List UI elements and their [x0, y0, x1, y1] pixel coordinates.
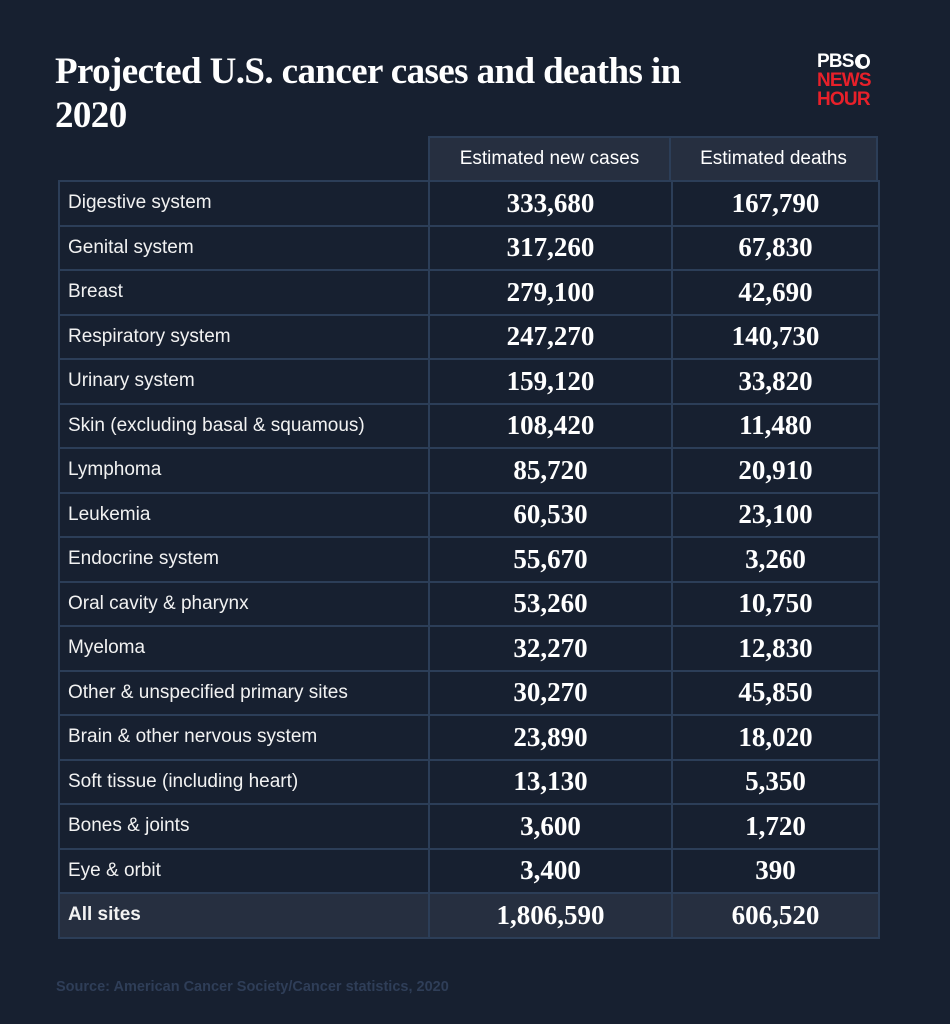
row-site-label: Genital system — [58, 224, 430, 271]
row-new-cases: 317,260 — [428, 224, 673, 271]
row-deaths: 11,480 — [671, 402, 880, 449]
table-row: Myeloma 32,270 12,830 — [58, 625, 880, 672]
table-row: Soft tissue (including heart) 13,130 5,350 — [58, 758, 880, 805]
table-row: Leukemia 60,530 23,100 — [58, 491, 880, 538]
row-deaths: 23,100 — [671, 491, 880, 538]
table-row: Brain & other nervous system 23,890 18,020 — [58, 714, 880, 761]
row-new-cases: 3,600 — [428, 803, 673, 850]
table-row: Endocrine system 55,670 3,260 — [58, 536, 880, 583]
pbs-head-icon — [854, 54, 870, 69]
header-new-cases: Estimated new cases — [428, 136, 671, 182]
total-deaths: 606,520 — [671, 892, 880, 939]
table-row: Genital system 317,260 67,830 — [58, 224, 880, 271]
chart-title: Projected U.S. cancer cases and deaths i… — [55, 51, 681, 136]
row-deaths: 10,750 — [671, 580, 880, 627]
row-deaths: 33,820 — [671, 358, 880, 405]
table-row: Respiratory system 247,270 140,730 — [58, 313, 880, 360]
row-site-label: Respiratory system — [58, 313, 430, 360]
row-deaths: 20,910 — [671, 447, 880, 494]
row-site-label: Bones & joints — [58, 803, 430, 850]
row-site-label: Skin (excluding basal & squamous) — [58, 402, 430, 449]
table-row: Other & unspecified primary sites 30,270 4… — [58, 669, 880, 716]
row-deaths: 167,790 — [671, 180, 880, 227]
logo-hour-line: HOUR — [817, 89, 871, 110]
row-deaths: 42,690 — [671, 269, 880, 316]
row-new-cases: 333,680 — [428, 180, 673, 227]
row-new-cases: 53,260 — [428, 580, 673, 627]
logo-news-line: NEWS — [817, 70, 872, 91]
row-new-cases: 85,720 — [428, 447, 673, 494]
source-note: Source: American Cancer Society/Cancer s… — [56, 979, 449, 995]
table-row: Breast 279,100 42,690 — [58, 269, 880, 316]
row-deaths: 12,830 — [671, 625, 880, 672]
row-new-cases: 30,270 — [428, 669, 673, 716]
row-new-cases: 3,400 — [428, 847, 673, 894]
table-row: Lymphoma 85,720 20,910 — [58, 447, 880, 494]
total-cases: 1,806,590 — [428, 892, 673, 939]
header-spacer — [58, 136, 428, 182]
table-total-row: All sites 1,806,590 606,520 — [58, 892, 880, 939]
row-site-label: Lymphoma — [58, 447, 430, 494]
row-site-label: Myeloma — [58, 625, 430, 672]
table-row: Bones & joints 3,600 1,720 — [58, 803, 880, 850]
table-row: Eye & orbit 3,400 390 — [58, 847, 880, 894]
row-new-cases: 23,890 — [428, 714, 673, 761]
row-site-label: Leukemia — [58, 491, 430, 538]
row-new-cases: 55,670 — [428, 536, 673, 583]
total-label: All sites — [58, 892, 430, 939]
row-deaths: 1,720 — [671, 803, 880, 850]
row-new-cases: 32,270 — [428, 625, 673, 672]
row-new-cases: 247,270 — [428, 313, 673, 360]
row-new-cases: 108,420 — [428, 402, 673, 449]
row-new-cases: 60,530 — [428, 491, 673, 538]
row-site-label: Oral cavity & pharynx — [58, 580, 430, 627]
table-row: Urinary system 159,120 33,820 — [58, 358, 880, 405]
row-site-label: Brain & other nervous system — [58, 714, 430, 761]
row-deaths: 3,260 — [671, 536, 880, 583]
table-row: Skin (excluding basal & squamous) 108,420… — [58, 402, 880, 449]
row-deaths: 18,020 — [671, 714, 880, 761]
header-deaths: Estimated deaths — [669, 136, 878, 182]
table-header-row: Estimated new cases Estimated deaths — [58, 136, 880, 182]
row-site-label: Digestive system — [58, 180, 430, 227]
cancer-stats-table: Estimated new cases Estimated deaths Dig… — [58, 136, 880, 939]
row-new-cases: 13,130 — [428, 758, 673, 805]
row-site-label: Soft tissue (including heart) — [58, 758, 430, 805]
row-deaths: 67,830 — [671, 224, 880, 271]
row-site-label: Other & unspecified primary sites — [58, 669, 430, 716]
logo-pbs-text: PBS — [817, 51, 854, 72]
row-site-label: Eye & orbit — [58, 847, 430, 894]
table-row: Digestive system 333,680 167,790 — [58, 180, 880, 227]
row-site-label: Endocrine system — [58, 536, 430, 583]
row-new-cases: 159,120 — [428, 358, 673, 405]
row-new-cases: 279,100 — [428, 269, 673, 316]
row-deaths: 45,850 — [671, 669, 880, 716]
logo-pbs-line: PBS — [817, 52, 871, 71]
row-site-label: Urinary system — [58, 358, 430, 405]
row-site-label: Breast — [58, 269, 430, 316]
table-body: Digestive system 333,680 167,790 Genital sy… — [58, 180, 880, 894]
row-deaths: 140,730 — [671, 313, 880, 360]
row-deaths: 5,350 — [671, 758, 880, 805]
table-row: Oral cavity & pharynx 53,260 10,750 — [58, 580, 880, 627]
pbs-newshour-logo: PBS NEWS HOUR — [817, 52, 872, 110]
row-deaths: 390 — [671, 847, 880, 894]
